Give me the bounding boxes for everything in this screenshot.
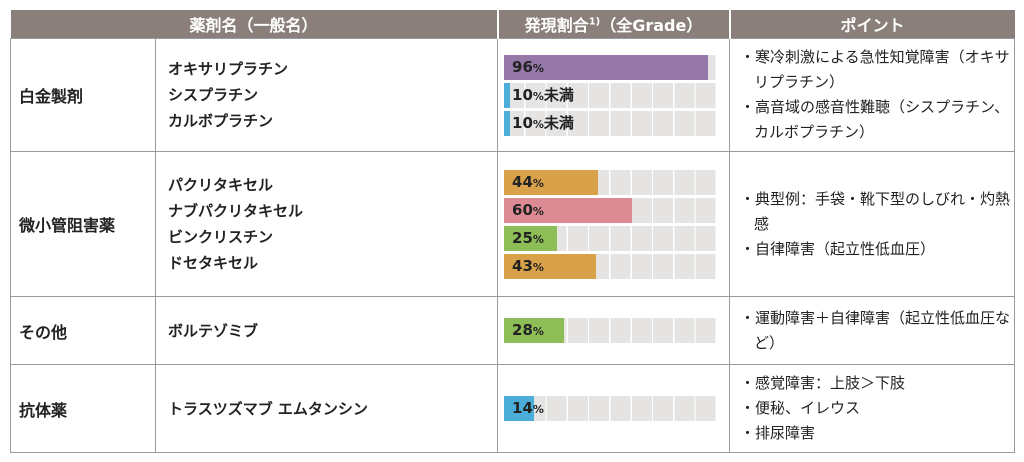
bar (504, 110, 511, 136)
bar (504, 82, 511, 108)
bar (504, 54, 709, 80)
drug-name: ボルテゾミブ (168, 321, 259, 340)
bar-track: 10%未満 (504, 82, 718, 109)
bar-unit: % (532, 204, 544, 218)
group-row-1: 微小管阻害薬 パクリタキセル ナブパクリタキセル ビンクリスチン ドセタキセル … (10, 151, 1016, 297)
bar-label: 60% (512, 198, 544, 224)
bar-track: 14% (504, 396, 718, 422)
drug-name: トラスツズマブ エムタンシン (168, 399, 368, 418)
bar-track: 43% (504, 253, 718, 280)
drug-name: オキサリプラチン (168, 60, 289, 78)
point-item: 高音域の感音性難聴（シスプラチン、カルボプラチン） (740, 95, 1014, 145)
drug-class: 白金製剤 (10, 38, 156, 152)
point-item: 典型例：手袋・靴下型のしびれ・灼熱感 (740, 187, 1014, 237)
points-cell: 寒冷刺激による急性知覚障害（オキサリプラチン） 高音域の感音性難聴（シスプラチン… (729, 38, 1016, 152)
drug-name: カルボプラチン (168, 112, 274, 130)
bar-track: 96% (504, 54, 718, 81)
drug-class: 抗体薬 (10, 364, 156, 453)
bar (504, 318, 564, 343)
bar-track: 44% (504, 169, 718, 196)
points-cell: 運動障害＋自律障害（起立性低血圧など） (729, 296, 1016, 365)
bar-unit: % (532, 61, 544, 75)
bar-unit: % (532, 232, 544, 246)
bar-label: 44% (512, 170, 544, 196)
table-body: 白金製剤 オキサリプラチン シスプラチン カルボプラチン 96% 10%未満 1… (10, 38, 1016, 453)
header-row: 薬剤名（一般名） 発現割合1)（全Grade） ポイント (10, 10, 1015, 39)
bar-suffix: 未満 (543, 85, 574, 104)
drug-name: ビンクリスチン (168, 228, 274, 246)
bar-track: 10%未満 (504, 110, 718, 137)
bar-unit: % (532, 176, 544, 190)
bar-value: 25 (512, 228, 533, 247)
bar-value: 10 (512, 113, 533, 132)
group-row-0: 白金製剤 オキサリプラチン シスプラチン カルボプラチン 96% 10%未満 1… (10, 38, 1016, 152)
header-points: ポイント (729, 10, 1015, 39)
bar-value: 28 (512, 321, 533, 339)
header-drug-name: 薬剤名（一般名） (10, 10, 499, 39)
header-incidence-suffix: （全Grade） (600, 16, 703, 35)
bar-label: 10%未満 (512, 111, 574, 137)
bar (504, 396, 534, 421)
point-item: 便秘、イレウス (740, 396, 1014, 421)
drug-list: ボルテゾミブ (154, 296, 499, 365)
bar (504, 225, 558, 251)
bar-value: 60 (512, 200, 533, 219)
point-item: 排尿障害 (740, 421, 1014, 446)
drug-name: ナブパクリタキセル (168, 202, 304, 220)
incidence-bars: 96% 10%未満 10%未満 (497, 38, 731, 152)
bar (504, 169, 598, 195)
point-item: 運動障害＋自律障害（起立性低血圧など） (740, 306, 1014, 356)
drug-name: ドセタキセル (168, 254, 259, 272)
drug-list: パクリタキセル ナブパクリタキセル ビンクリスチン ドセタキセル (154, 151, 499, 297)
bar-label: 25% (512, 226, 544, 252)
drug-class: 微小管阻害薬 (10, 151, 156, 297)
point-item: 寒冷刺激による急性知覚障害（オキサリプラチン） (740, 45, 1014, 95)
bar-unit: % (532, 325, 544, 338)
bar-label: 28% (512, 318, 544, 344)
point-item: 自律障害（起立性低血圧） (740, 237, 1014, 262)
bar-value: 96 (512, 57, 533, 76)
bar-label: 96% (512, 55, 544, 81)
drug-list: トラスツズマブ エムタンシン (154, 364, 499, 453)
incidence-bars: 28% (497, 296, 731, 365)
bar (504, 253, 596, 279)
neuropathy-table-container: 薬剤名（一般名） 発現割合1)（全Grade） ポイント 白金製剤 オキサリプラ… (10, 10, 1016, 456)
bar-track: 60% (504, 197, 718, 224)
bar-suffix: 未満 (543, 113, 574, 132)
bar-unit: % (532, 89, 544, 103)
bar-unit: % (532, 260, 544, 274)
header-incidence-label: 発現割合 (524, 16, 589, 35)
drug-class: その他 (10, 296, 156, 365)
drug-list: オキサリプラチン シスプラチン カルボプラチン (154, 38, 499, 152)
group-row-2: その他 ボルテゾミブ 28% 運動障害＋自律障害（起立性低血圧など） (10, 296, 1016, 365)
bar-label: 10%未満 (512, 83, 574, 109)
bar-label: 14% (512, 396, 544, 422)
point-item: 感覚障害：上肢＞下肢 (740, 371, 1014, 396)
bar-value: 14 (512, 399, 533, 417)
bar-value: 10 (512, 85, 533, 104)
neuropathy-table: 薬剤名（一般名） 発現割合1)（全Grade） ポイント 白金製剤 オキサリプラ… (10, 10, 1016, 453)
drug-name: パクリタキセル (168, 176, 274, 194)
header-footnote-mark: 1) (588, 16, 601, 28)
points-cell: 典型例：手袋・靴下型のしびれ・灼熱感 自律障害（起立性低血圧） (729, 151, 1016, 297)
bar-unit: % (532, 117, 544, 131)
bar-unit: % (532, 403, 544, 416)
incidence-bars: 44% 60% 25% 43% (497, 151, 731, 297)
bar (504, 197, 632, 223)
bar-track: 28% (504, 318, 718, 344)
bar-track: 25% (504, 225, 718, 252)
bar-value: 43 (512, 256, 533, 275)
incidence-bars: 14% (497, 364, 731, 453)
group-row-3: 抗体薬 トラスツズマブ エムタンシン 14% 感覚障害：上肢＞下肢 便秘、イレウ… (10, 364, 1016, 453)
header-incidence: 発現割合1)（全Grade） (497, 10, 731, 39)
bar-value: 44 (512, 172, 533, 191)
points-cell: 感覚障害：上肢＞下肢 便秘、イレウス 排尿障害 (729, 364, 1016, 453)
drug-name: シスプラチン (168, 86, 259, 104)
bar-label: 43% (512, 254, 544, 280)
